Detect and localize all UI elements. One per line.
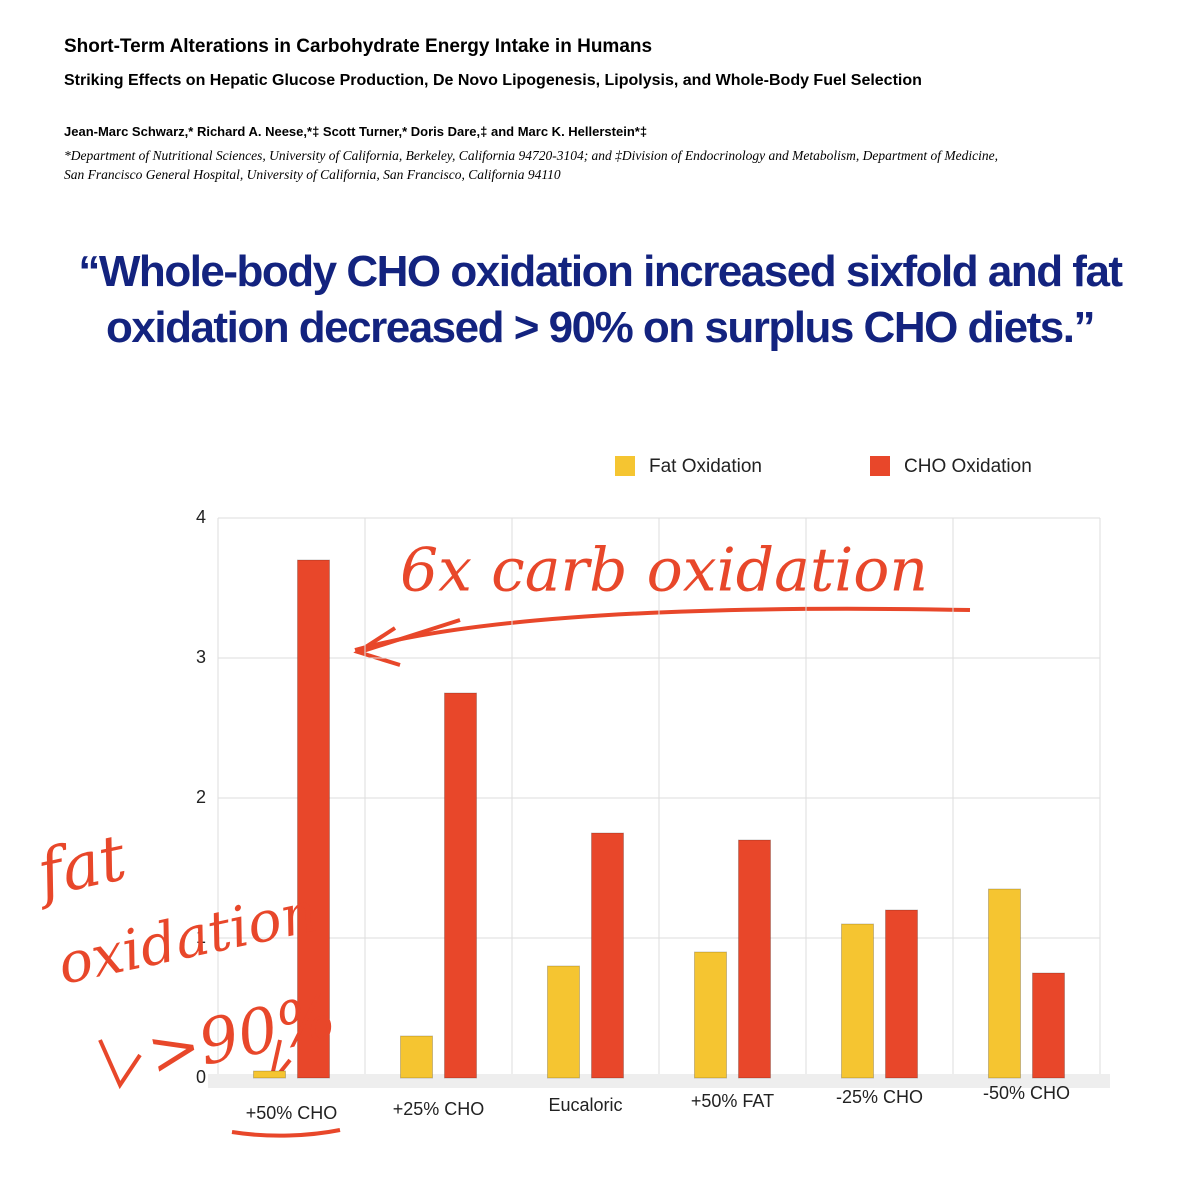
bar — [297, 559, 330, 1079]
authors: Jean-Marc Schwarz,* Richard A. Neese,*‡ … — [64, 124, 648, 139]
bar — [1032, 972, 1065, 1079]
chart: 0 1 2 3 4 +50% CHO +25% CHO Eucaloric +50% FAT -2… — [27, 456, 1110, 1138]
x-tick-label: +25% CHO — [393, 1099, 485, 1119]
x-tick-label: +50% CHO — [246, 1103, 338, 1123]
annotation-arrow — [353, 618, 461, 667]
floor-shadow — [208, 1074, 1110, 1088]
bar — [694, 951, 727, 1079]
bar — [591, 832, 624, 1079]
legend-label: CHO Oxidation — [904, 456, 1032, 477]
y-tick-label: 4 — [196, 507, 206, 527]
x-tick-label: -50% CHO — [983, 1083, 1070, 1103]
bar — [400, 1035, 433, 1079]
bar — [444, 692, 477, 1079]
bar — [547, 965, 580, 1079]
paper-subtitle: Striking Effects on Hepatic Glucose Prod… — [64, 72, 922, 89]
y-tick-label: 1 — [196, 927, 206, 947]
annotation-underline — [354, 606, 971, 652]
bar — [253, 1070, 286, 1079]
y-tick-label: 0 — [196, 1067, 206, 1087]
bar — [885, 909, 918, 1079]
affiliation: *Department of Nutritional Sciences, Uni… — [64, 148, 998, 182]
y-tick-label: 2 — [196, 787, 206, 807]
quote: “Whole-body CHO oxidation increased sixf… — [78, 247, 1123, 352]
bar — [988, 888, 1021, 1079]
x-tick-label: +50% FAT — [691, 1091, 774, 1111]
legend-swatch — [615, 456, 635, 476]
legend-swatch — [870, 456, 890, 476]
x-tick-label: -25% CHO — [836, 1087, 923, 1107]
annotation: fat — [27, 821, 132, 912]
bar — [738, 839, 771, 1079]
annotation: 6x carb oxidation — [400, 536, 928, 606]
paper-title: Short-Term Alterations in Carbohydrate E… — [64, 36, 653, 57]
legend-label: Fat Oxidation — [649, 456, 762, 477]
x-tick-label: Eucaloric — [548, 1095, 622, 1115]
y-tick-label: 3 — [196, 647, 206, 667]
bar — [841, 923, 874, 1079]
